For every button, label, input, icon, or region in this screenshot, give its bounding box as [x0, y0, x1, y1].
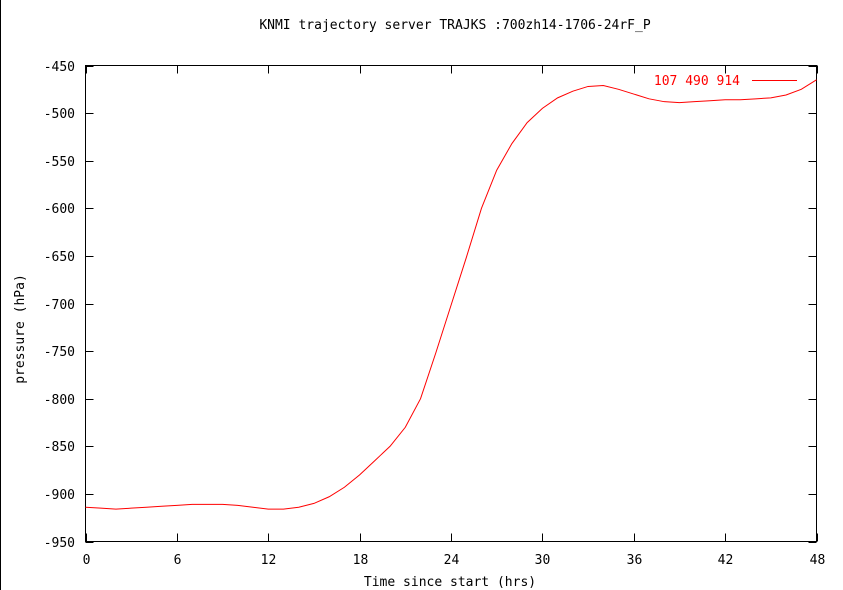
y-tick-label: -600: [44, 202, 75, 217]
y-tick-label: -750: [44, 345, 75, 360]
series-line: [85, 79, 817, 510]
x-tick-label: 30: [535, 553, 551, 568]
legend: 107 490 914: [654, 74, 797, 89]
x-tick-label: 36: [627, 553, 643, 568]
y-tick-label: -650: [44, 250, 75, 265]
x-tick-label: 18: [353, 553, 369, 568]
x-axis-label: Time since start (hrs): [364, 575, 536, 590]
x-tick-label: 24: [444, 553, 460, 568]
legend-label: 107 490 914: [654, 74, 740, 89]
x-tick-label: 42: [718, 553, 734, 568]
y-tick-label: -700: [44, 298, 75, 313]
series-layer: [85, 79, 817, 510]
y-axis-ticks: -450 -500 -550 -600 -650 -700 -750 -800 -850 -900…: [44, 60, 817, 551]
y-tick-label: -500: [44, 107, 75, 122]
y-axis-label: pressure (hPa): [13, 274, 28, 384]
y-tick-label: -450: [44, 60, 75, 75]
x-tick-label: 48: [810, 553, 826, 568]
y-tick-label: -850: [44, 440, 75, 455]
y-tick-label: -800: [44, 393, 75, 408]
chart-title: KNMI trajectory server TRAJKS :700zh14-1…: [259, 18, 651, 33]
x-tick-label: 6: [174, 553, 182, 568]
plot-frame: [85, 65, 817, 542]
y-tick-label: -950: [44, 536, 75, 551]
x-tick-label: 12: [261, 553, 277, 568]
x-tick-label: 0: [83, 553, 91, 568]
x-axis-ticks: 0 6 12 18 24 30 36 42 48: [83, 65, 826, 568]
y-tick-label: -900: [44, 488, 75, 503]
y-tick-label: -550: [44, 155, 75, 170]
